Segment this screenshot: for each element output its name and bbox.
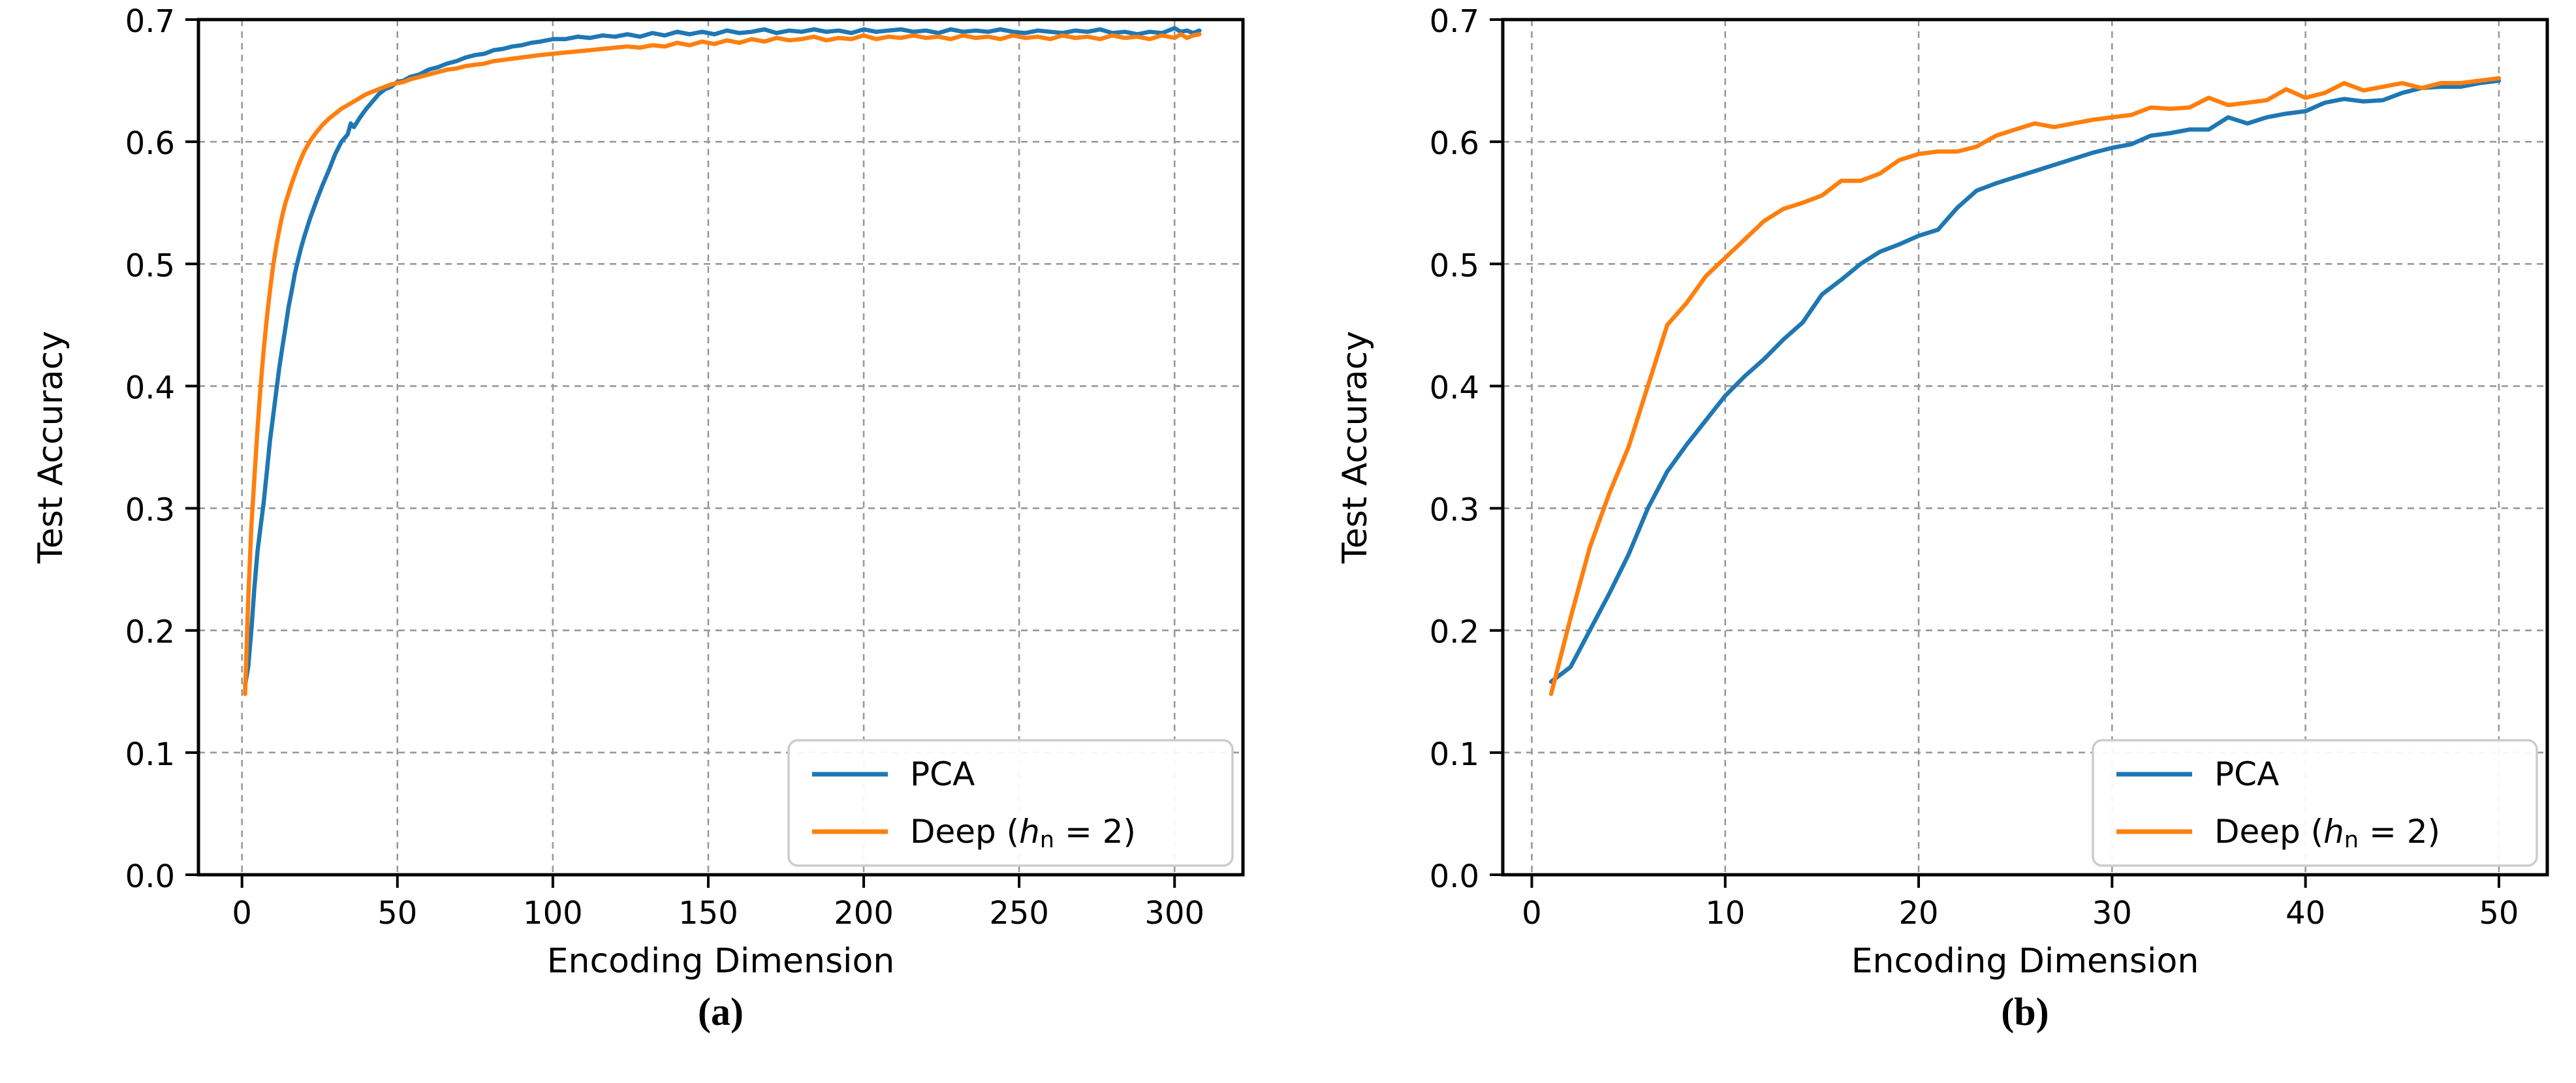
y-tick-label: 0.7 <box>125 3 175 40</box>
x-tick-label: 30 <box>2092 895 2132 932</box>
y-tick-label: 0.5 <box>1430 247 1479 284</box>
y-tick-label: 0.0 <box>1430 858 1479 895</box>
series-line-pca <box>1548 78 2502 684</box>
y-tick-label: 0.5 <box>125 247 175 284</box>
y-tick-label: 0.4 <box>125 369 175 406</box>
x-axis-label: Encoding Dimension <box>547 942 895 981</box>
panel-b: 0 10 20 30 40 50 0.0 0.1 0.2 0.3 0.4 0.5 0.6 0.7 Encod… <box>1313 0 2567 1083</box>
x-tick-label: 0 <box>1522 895 1542 932</box>
x-tick-label: 40 <box>2285 895 2325 932</box>
caption-b: (b) <box>2001 990 2049 1033</box>
y-axis-label: Test Accuracy <box>31 331 71 564</box>
legend-label-deep: Deep (hn = 2) <box>910 813 1136 853</box>
y-tick-label: 0.2 <box>125 614 175 651</box>
y-tick-label: 0.6 <box>1430 125 1479 162</box>
x-tick-label: 50 <box>377 895 417 932</box>
x-tick-label: 20 <box>1898 895 1938 932</box>
caption-a: (a) <box>698 990 744 1033</box>
x-axis-label: Encoding Dimension <box>1851 942 2199 981</box>
legend-label-pca: PCA <box>2214 755 2279 793</box>
x-tick-label: 0 <box>232 895 252 932</box>
y-tick-label: 0.6 <box>125 125 175 162</box>
y-axis-label: Test Accuracy <box>1336 331 1375 564</box>
y-tick-label: 0.0 <box>125 858 175 895</box>
x-tick-label: 150 <box>678 895 738 932</box>
y-tick-label: 0.1 <box>125 736 175 773</box>
legend-label-deep: Deep (hn = 2) <box>2214 813 2440 853</box>
y-tick-label: 0.7 <box>1430 3 1479 40</box>
x-tick-label: 10 <box>1705 895 1745 932</box>
chart-b: 0 10 20 30 40 50 0.0 0.1 0.2 0.3 0.4 0.5 0.6 0.7 Encod… <box>1313 0 2567 986</box>
series-line-deep <box>243 32 1202 697</box>
x-tick-label: 250 <box>989 895 1049 932</box>
y-tick-label: 0.3 <box>1430 492 1479 529</box>
x-tick-label: 50 <box>2479 895 2519 932</box>
x-tick-label: 200 <box>834 895 894 932</box>
chart-a: 0 50 100 150 200 250 300 0.0 0.1 0.2 0.3 0.4 0.5 0.6 0… <box>9 0 1263 986</box>
axes-spines <box>1501 18 2549 877</box>
y-tick-label: 0.4 <box>1430 369 1479 406</box>
legend-box <box>2092 739 2538 867</box>
y-tick-label: 0.2 <box>1430 614 1479 651</box>
legend-box <box>787 739 1234 867</box>
x-tick-label: 300 <box>1144 895 1204 932</box>
y-tick-label: 0.1 <box>1430 736 1479 773</box>
x-tick-label: 100 <box>523 895 583 932</box>
y-tick-label: 0.3 <box>125 492 175 529</box>
series-line-pca <box>243 25 1202 688</box>
series-line-deep <box>1548 76 2502 697</box>
legend-label-pca: PCA <box>910 755 975 793</box>
panel-a: 0 50 100 150 200 250 300 0.0 0.1 0.2 0.3 0.4 0.5 0.6 0… <box>9 0 1263 1083</box>
axes-spines <box>196 18 1245 877</box>
